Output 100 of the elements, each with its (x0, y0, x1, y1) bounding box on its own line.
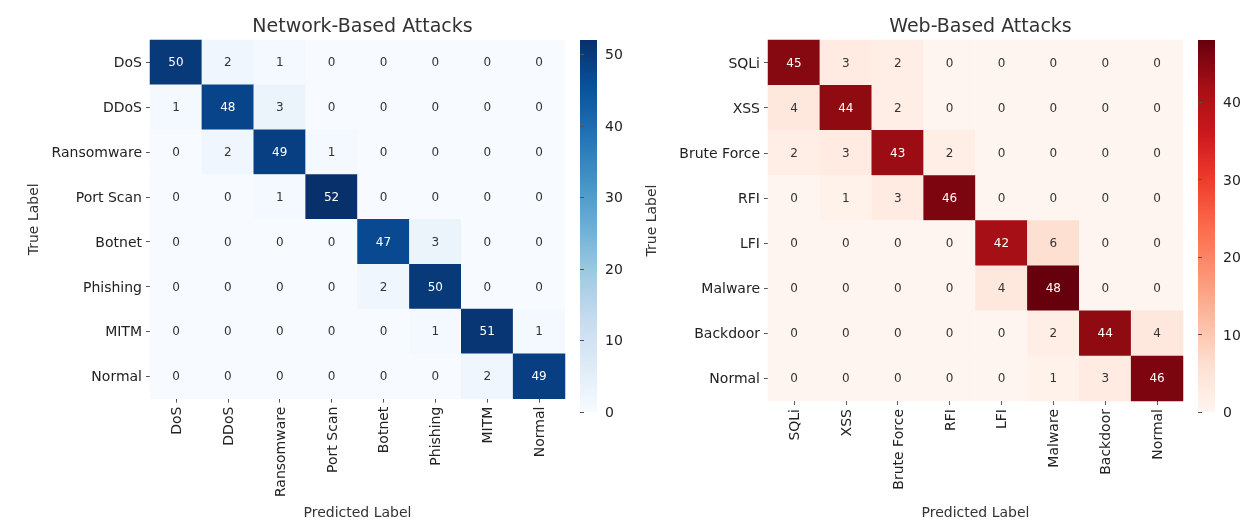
x-tick-label: Brute Force (889, 409, 906, 490)
x-tick-label: LFI (993, 409, 1010, 429)
color-bar-label: 50 (605, 46, 623, 63)
data-label: 0 (841, 236, 850, 251)
x-tick-label: Normal (531, 406, 548, 458)
x-axis-title: Predicted Label (303, 504, 412, 520)
data-label: 0 (275, 324, 284, 339)
data-label: 1 (841, 190, 850, 205)
data-label: 47 (375, 234, 392, 249)
color-bar-label: 40 (1223, 94, 1241, 110)
data-label: 0 (1101, 190, 1110, 205)
chart-title: Network-Based Attacks (252, 13, 473, 36)
data-label: 0 (945, 371, 954, 386)
data-label: 0 (483, 234, 492, 249)
data-label: 0 (223, 279, 232, 294)
data-label: 0 (172, 279, 180, 294)
data-label: 0 (1153, 145, 1161, 160)
data-label: 48 (1045, 281, 1061, 296)
data-label: 2 (1049, 326, 1058, 341)
data-label: 2 (223, 55, 232, 70)
y-tick-label: Phishing (82, 278, 142, 295)
data-label: 3 (431, 234, 440, 249)
data-label: 46 (941, 190, 958, 205)
data-label: 0 (535, 100, 543, 115)
x-axis-title: Predicted Label (921, 504, 1030, 520)
data-label: 3 (275, 100, 284, 115)
data-label: 0 (1101, 281, 1110, 296)
color-bar-label: 10 (1223, 326, 1241, 343)
data-label: 0 (790, 236, 798, 251)
data-label: 3 (841, 145, 850, 160)
data-label: 0 (327, 369, 336, 384)
data-label: 0 (172, 145, 180, 160)
color-bar-label: 30 (1223, 171, 1241, 188)
data-label: 49 (531, 369, 547, 384)
data-label: 0 (997, 371, 1006, 386)
data-label: 0 (223, 189, 232, 204)
data-label: 0 (841, 326, 850, 341)
data-label: 44 (1097, 326, 1113, 341)
data-label: 0 (223, 369, 232, 384)
data-label: 0 (945, 55, 954, 70)
y-tick-label: DDoS (102, 99, 143, 116)
data-label: 0 (790, 371, 798, 386)
data-label: 0 (945, 326, 954, 341)
data-label: 3 (841, 55, 850, 70)
data-label: 0 (379, 189, 388, 204)
data-label: 0 (327, 100, 336, 115)
data-label: 0 (379, 145, 388, 160)
data-label: 3 (1101, 371, 1110, 386)
data-label: 0 (893, 326, 902, 341)
y-tick-label: SQLi (728, 54, 760, 71)
x-tick-label: RFI (941, 409, 958, 431)
data-label: 0 (483, 55, 492, 70)
y-tick-label: Backdoor (694, 325, 761, 342)
data-label: 1 (535, 324, 543, 339)
data-label: 0 (893, 236, 902, 251)
data-label: 2 (483, 369, 492, 384)
y-tick-label: Malware (701, 280, 760, 297)
data-label: 0 (275, 279, 284, 294)
data-label: 0 (535, 279, 543, 294)
color-bar-label: 0 (1223, 404, 1232, 420)
data-label: 0 (1101, 55, 1110, 70)
data-label: 2 (379, 279, 388, 294)
data-label: 4 (790, 100, 798, 115)
data-label: 3 (893, 190, 902, 205)
x-tick-label: XSS (837, 408, 854, 437)
data-label: 0 (535, 189, 543, 204)
data-label: 0 (172, 189, 180, 204)
data-label: 0 (1101, 100, 1110, 115)
data-label: 1 (327, 145, 336, 160)
data-label: 0 (997, 326, 1006, 341)
x-tick-label: Ransomware (271, 406, 288, 498)
data-label: 50 (427, 279, 443, 294)
data-label: 51 (479, 324, 495, 339)
y-axis-title: True Label (25, 183, 41, 257)
data-label: 0 (1153, 190, 1161, 205)
data-label: 0 (223, 324, 232, 339)
data-label: 48 (220, 100, 236, 115)
data-label: 0 (945, 236, 954, 251)
data-label: 0 (379, 55, 388, 70)
data-label: 0 (790, 281, 798, 296)
data-label: 0 (327, 234, 336, 249)
data-label: 0 (1153, 55, 1161, 70)
x-tick-label: Botnet (375, 406, 392, 454)
data-label: 0 (172, 324, 180, 339)
chart-title: Web-Based Attacks (889, 13, 1072, 36)
data-label: 0 (172, 369, 180, 384)
data-label: 0 (483, 100, 492, 115)
data-label: 1 (1049, 371, 1058, 386)
data-label: 0 (945, 281, 954, 296)
y-tick-label: RFI (738, 189, 760, 206)
y-tick-label: Botnet (95, 233, 143, 250)
data-label: 0 (327, 55, 336, 70)
x-tick-label: Normal (1149, 409, 1166, 460)
data-label: 0 (431, 100, 440, 115)
data-label: 0 (1153, 100, 1161, 115)
y-tick-label: Normal (91, 368, 142, 385)
data-label: 2 (945, 145, 954, 160)
data-label: 2 (893, 55, 902, 70)
data-label: 0 (841, 281, 850, 296)
color-bar-label: 20 (1223, 249, 1241, 265)
